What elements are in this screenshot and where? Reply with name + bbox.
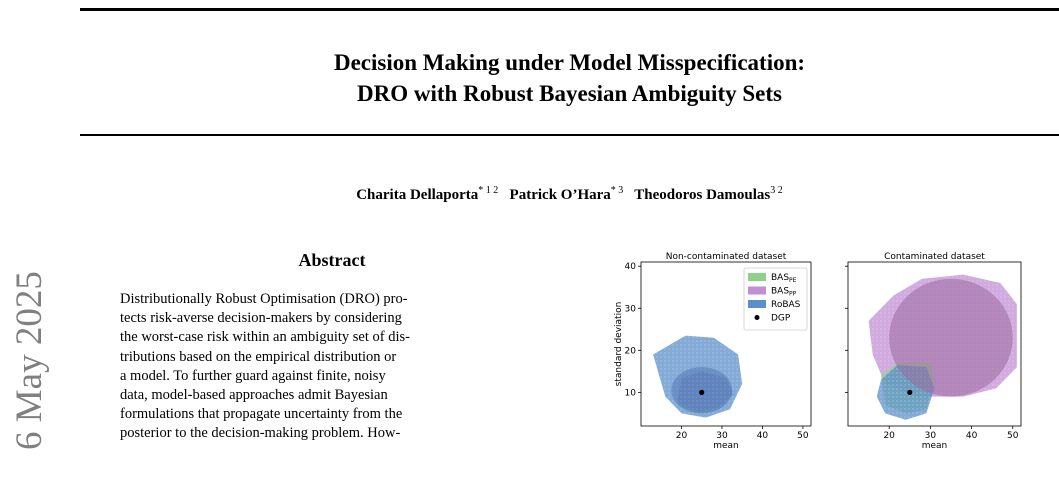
x-tick-label: 30 <box>716 431 728 441</box>
author-2-affil: * 3 <box>610 185 624 196</box>
chart-title: Non-contaminated dataset <box>666 252 787 262</box>
y-tick-label: 30 <box>625 304 637 314</box>
chart-panel-2: Contaminated dataset 20 30 40 50 mean <box>845 252 1022 451</box>
legend-label: BASPP <box>771 287 797 298</box>
legend-label: BASPE <box>771 273 797 284</box>
legend-label: DGP <box>771 314 791 324</box>
region-bas-pp-core <box>889 278 1013 397</box>
author-3: Theodoros Damoulas <box>634 187 771 203</box>
x-axis-label: mean <box>922 441 948 451</box>
author-2: Patrick O’Hara <box>509 187 611 203</box>
abstract-line: posterior to the decision-making problem… <box>120 425 401 442</box>
plot-frame <box>847 261 1022 427</box>
paper-title: Decision Making under Model Misspecifica… <box>80 47 1059 109</box>
title-bottom-rule <box>80 134 1059 136</box>
dgp-point <box>699 389 705 395</box>
x-tick-label: 50 <box>797 431 809 441</box>
x-tick-label: 40 <box>757 431 769 441</box>
chart-panel-1: Non-contaminated dataset 20 30 40 50 10 20 30 40… <box>614 252 812 451</box>
x-axis-label: mean <box>713 441 739 451</box>
abstract-heading: Abstract <box>298 250 366 270</box>
author-list: Charita Dellaporta* 1 2 Patrick O’Hara* … <box>80 185 1059 204</box>
legend-box <box>743 267 808 331</box>
legend-swatch <box>748 286 766 295</box>
abstract-line: the worst-case risk within an ambiguity … <box>120 329 410 346</box>
legend-swatch <box>748 273 766 281</box>
legend-dgp-marker <box>754 315 760 320</box>
legend-swatch <box>748 300 766 308</box>
author-3-affil: 3 2 <box>770 185 783 196</box>
x-tick-label: 20 <box>883 431 895 441</box>
plot-frame <box>640 261 812 427</box>
abstract-body: Distributionally Robust Optimisation (DR… <box>120 290 548 444</box>
abstract-line: data, model-based approaches admit Bayes… <box>120 387 388 404</box>
author-1-affil: * 1 2 <box>478 185 499 196</box>
y-tick-label: 20 <box>625 346 637 356</box>
author-1: Charita Dellaporta <box>356 187 479 203</box>
top-rule <box>80 8 1059 11</box>
title-line-2: DRO with Robust Bayesian Ambiguity Sets <box>357 81 782 106</box>
y-tick-label: 10 <box>625 388 637 398</box>
abstract-line: formulations that propagate uncertainty … <box>120 406 403 423</box>
x-tick-label: 30 <box>925 431 937 441</box>
abstract-line: tects risk-averse decision-makers by con… <box>120 310 402 327</box>
x-tick-label: 40 <box>966 431 978 441</box>
y-axis-label: standard deviation <box>614 302 624 387</box>
legend-label: RoBAS <box>771 300 801 310</box>
abstract-line: tributions based on the empirical distri… <box>120 348 397 365</box>
abstract-line: Distributionally Robust Optimisation (DR… <box>120 291 408 307</box>
plot-area <box>653 335 743 418</box>
chart-title: Contaminated dataset <box>884 252 985 262</box>
y-tick-label: 40 <box>625 262 637 272</box>
dgp-point <box>907 389 913 395</box>
region-texture <box>653 335 743 418</box>
x-tick-label: 50 <box>1007 431 1019 441</box>
x-tick-label: 20 <box>676 431 688 441</box>
abstract-line: a model. To further guard against finite… <box>120 367 386 384</box>
title-line-1: Decision Making under Model Misspecifica… <box>333 50 806 75</box>
plot-area <box>868 274 1017 420</box>
